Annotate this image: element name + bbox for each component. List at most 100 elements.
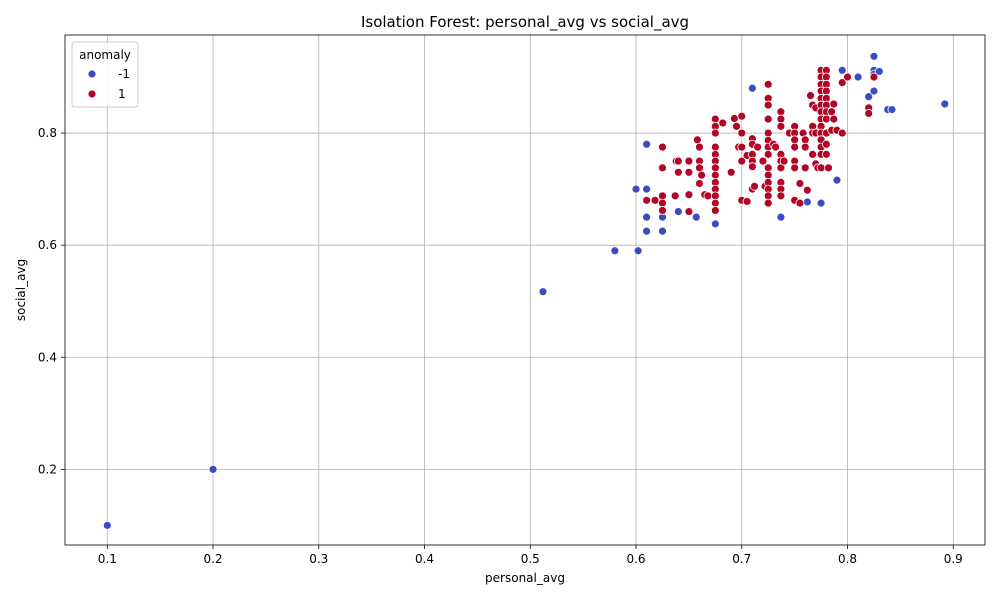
point-anomaly-1 <box>684 190 694 200</box>
point-anomaly-1 <box>737 111 747 121</box>
y-axis-label: social_avg <box>14 259 28 321</box>
point-anomaly-neg1 <box>710 219 720 229</box>
point-anomaly-1 <box>710 163 720 173</box>
point-anomaly-1 <box>695 163 704 173</box>
point-anomaly-neg1 <box>691 212 701 222</box>
point-anomaly-1 <box>821 72 831 82</box>
point-anomaly-neg1 <box>874 67 884 76</box>
x-tick-label: 0.7 <box>732 552 751 566</box>
x-tick-label: 0.8 <box>838 552 857 566</box>
point-anomaly-1 <box>703 191 713 201</box>
point-anomaly-1 <box>642 195 652 205</box>
point-anomaly-neg1 <box>642 184 652 194</box>
point-anomaly-neg1 <box>208 464 218 474</box>
point-anomaly-1 <box>771 142 781 152</box>
point-anomaly-1 <box>658 191 667 201</box>
point-anomaly-1 <box>763 114 773 124</box>
point-anomaly-1 <box>864 109 874 118</box>
point-anomaly-neg1 <box>853 72 863 82</box>
axis-ticks: 0.1 0.2 0.3 0.4 0.5 0.6 0.7 0.8 0.9 0.2 0.4 0.6 0.8 <box>38 126 963 566</box>
point-anomaly-1 <box>737 142 747 152</box>
point-anomaly-1 <box>763 198 773 208</box>
point-anomaly-1 <box>710 198 720 208</box>
point-anomaly-1 <box>829 99 839 109</box>
point-anomaly-1 <box>710 191 720 201</box>
point-anomaly-neg1 <box>538 287 548 297</box>
point-anomaly-neg1 <box>747 83 757 93</box>
point-anomaly-1 <box>802 185 812 195</box>
point-anomaly-1 <box>821 149 831 159</box>
point-anomaly-1 <box>742 197 752 206</box>
legend-label: 1 <box>118 87 126 101</box>
point-anomaly-1 <box>710 114 720 124</box>
point-anomaly-1 <box>806 91 815 100</box>
data-points <box>102 51 950 530</box>
point-anomaly-1 <box>837 78 847 88</box>
point-anomaly-1 <box>869 72 879 82</box>
point-anomaly-neg1 <box>642 139 652 149</box>
point-anomaly-1 <box>673 167 683 177</box>
x-tick-label: 0.9 <box>944 552 963 566</box>
point-anomaly-1 <box>684 156 694 166</box>
y-tick-label: 0.4 <box>38 350 57 364</box>
point-anomaly-neg1 <box>642 212 652 222</box>
point-anomaly-1 <box>658 206 667 215</box>
point-anomaly-1 <box>795 198 805 208</box>
point-anomaly-1 <box>790 135 800 145</box>
point-anomaly-neg1 <box>102 520 112 530</box>
point-anomaly-neg1 <box>658 226 667 236</box>
point-anomaly-1 <box>750 181 759 191</box>
point-anomaly-1 <box>753 142 763 152</box>
point-anomaly-1 <box>821 114 831 124</box>
point-anomaly-1 <box>670 191 680 201</box>
point-anomaly-1 <box>737 128 747 138</box>
point-anomaly-1 <box>763 79 773 89</box>
legend: anomaly -1 1 <box>71 41 139 108</box>
point-anomaly-1 <box>718 118 728 128</box>
point-anomaly-1 <box>816 163 826 173</box>
x-tick-label: 0.1 <box>98 552 117 566</box>
point-anomaly-1 <box>821 139 831 149</box>
x-tick-label: 0.4 <box>415 552 434 566</box>
x-tick-label: 0.5 <box>521 552 540 566</box>
x-tick-label: 0.6 <box>626 552 645 566</box>
point-anomaly-1 <box>658 142 667 152</box>
point-anomaly-1 <box>779 156 789 166</box>
point-anomaly-1 <box>763 128 773 138</box>
point-anomaly-1 <box>684 167 694 177</box>
y-tick-label: 0.8 <box>38 126 57 140</box>
point-anomaly-1 <box>673 156 683 166</box>
point-anomaly-1 <box>800 135 810 145</box>
point-anomaly-1 <box>800 142 810 152</box>
point-anomaly-neg1 <box>642 226 652 236</box>
point-anomaly-1 <box>776 191 786 201</box>
point-anomaly-neg1 <box>864 92 874 102</box>
point-anomaly-1 <box>776 121 786 131</box>
point-anomaly-1 <box>747 162 757 172</box>
point-anomaly-1 <box>827 107 837 117</box>
point-anomaly-1 <box>710 142 720 152</box>
point-anomaly-1 <box>843 72 852 82</box>
point-anomaly-1 <box>729 114 739 123</box>
point-anomaly-neg1 <box>610 246 620 256</box>
point-anomaly-1 <box>732 121 741 131</box>
point-anomaly-1 <box>800 163 810 173</box>
point-anomaly-1 <box>737 156 747 166</box>
point-anomaly-neg1 <box>869 51 879 61</box>
point-anomaly-neg1 <box>837 65 847 75</box>
point-anomaly-1 <box>821 86 831 96</box>
point-anomaly-1 <box>824 163 833 173</box>
point-anomaly-neg1 <box>940 99 950 109</box>
y-tick-label: 0.2 <box>38 462 57 476</box>
point-anomaly-neg1 <box>832 175 842 185</box>
point-anomaly-1 <box>710 206 720 215</box>
legend-marker <box>87 89 97 99</box>
point-anomaly-neg1 <box>887 105 897 114</box>
point-anomaly-1 <box>763 191 773 201</box>
chart-title: Isolation Forest: personal_avg vs social… <box>361 13 689 32</box>
point-anomaly-1 <box>695 179 704 188</box>
point-anomaly-neg1 <box>869 86 879 96</box>
point-anomaly-1 <box>790 163 800 173</box>
legend-marker <box>87 69 97 79</box>
